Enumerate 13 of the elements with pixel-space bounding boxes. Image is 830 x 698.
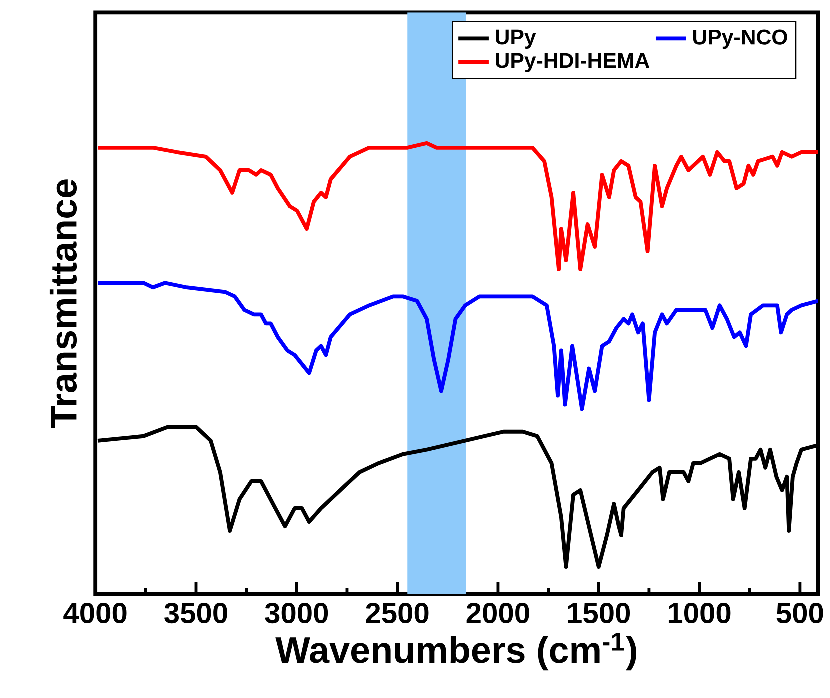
legend-label: UPy-HDI-HEMA bbox=[496, 53, 650, 72]
x-tick-label: 4000 bbox=[64, 602, 127, 624]
legend-label: UPy bbox=[496, 30, 536, 49]
x-tick-label: 500 bbox=[776, 602, 824, 624]
x-tick-label: 2000 bbox=[466, 602, 530, 624]
x-tick-label: 1000 bbox=[668, 602, 731, 624]
x-tick-label: 2500 bbox=[366, 602, 429, 624]
y-axis-title: Transmittance bbox=[50, 180, 78, 428]
x-tick-label: 3500 bbox=[164, 602, 228, 624]
x-tick-label: 3000 bbox=[265, 602, 328, 624]
x-axis-title: Wavenumbers (cm$^{-1}$) bbox=[276, 632, 636, 670]
x-tick-label: 1500 bbox=[568, 602, 630, 624]
legend-label: UPy-NCO bbox=[693, 30, 788, 49]
